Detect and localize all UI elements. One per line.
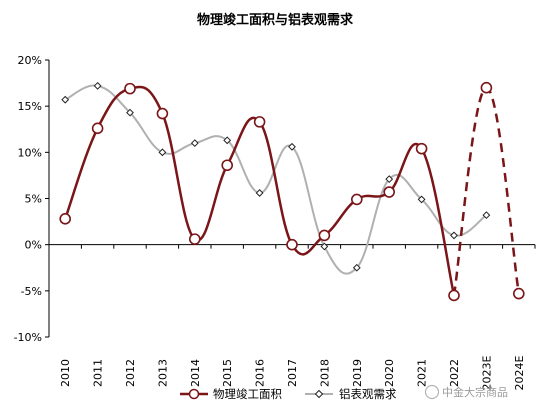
data-point-building-area (448, 289, 460, 302)
data-point-building-area (253, 116, 266, 128)
data-point-building-area (156, 107, 169, 120)
axes: 20% 15% 10% 5% 0% -5% -10% 2010 2011 2012 2013 2014… (14, 54, 536, 390)
data-point-aluminum-demand (450, 231, 458, 240)
x-tick-label: 2018 (318, 359, 331, 387)
series-line-building-area-forecast (452, 86, 521, 296)
x-tick-label: 2016 (254, 359, 267, 387)
y-tick-label: -5% (21, 285, 42, 298)
series-markers (59, 81, 525, 302)
data-point-building-area (480, 81, 493, 94)
data-point-aluminum-demand (223, 136, 232, 145)
x-tick-label: 2021 (416, 359, 429, 387)
y-tick-label: 10% (18, 146, 42, 159)
watermark-text: 中金大宗商品 (442, 385, 508, 399)
legend-label-building-area: 物理竣工面积 (213, 387, 282, 401)
x-tick-label: 2020 (383, 359, 396, 387)
data-point-aluminum-demand (61, 95, 70, 104)
data-point-building-area (415, 142, 428, 155)
x-tick-label: 2019 (351, 359, 364, 387)
data-point-aluminum-demand (255, 189, 264, 197)
y-tick-label: 5% (25, 193, 42, 206)
y-tick-label: -10% (14, 331, 42, 344)
data-point-aluminum-demand (93, 81, 102, 90)
watermark: 中金大宗商品 (424, 384, 508, 400)
legend-marker-aluminum-demand (314, 389, 324, 399)
data-point-building-area (512, 287, 525, 300)
data-point-aluminum-demand (126, 108, 134, 117)
y-tick-label: 0% (25, 239, 42, 252)
x-tick-label: 2023E (480, 355, 493, 390)
data-point-building-area (189, 233, 201, 245)
legend-marker-building-area (188, 388, 200, 400)
x-tick-label: 2022 (448, 359, 461, 387)
data-point-building-area (318, 229, 331, 242)
data-point-building-area (124, 82, 136, 95)
data-point-aluminum-demand (288, 142, 296, 151)
data-point-building-area (221, 159, 233, 172)
wechat-icon (424, 384, 440, 400)
legend-label-aluminum-demand: 铝表观需求 (339, 387, 397, 401)
y-tick-label: 20% (18, 54, 42, 67)
x-tick-label: 2011 (92, 359, 105, 387)
data-point-aluminum-demand (158, 148, 167, 157)
data-point-aluminum-demand (352, 263, 361, 272)
legend: 物理竣工面积 铝表观需求 (180, 387, 397, 401)
data-point-building-area (59, 213, 71, 225)
data-point-building-area (91, 122, 104, 135)
data-point-aluminum-demand (320, 242, 329, 251)
x-tick-label: 2013 (156, 359, 169, 387)
data-point-building-area (350, 193, 363, 206)
x-tick-label: 2015 (221, 359, 234, 387)
data-point-building-area (286, 238, 298, 251)
chart-title: 物理竣工面积与铝表观需求 (197, 12, 354, 28)
data-point-aluminum-demand (482, 211, 491, 220)
data-point-building-area (383, 186, 396, 198)
x-tick-label: 2024E (513, 355, 526, 390)
y-tick-label: 15% (18, 100, 42, 113)
x-tick-label: 2010 (59, 359, 72, 387)
x-tick-label: 2012 (124, 359, 137, 387)
series-lines (64, 84, 521, 296)
data-point-aluminum-demand (385, 175, 394, 184)
x-tick-label: 2014 (189, 359, 202, 387)
x-tick-label: 2017 (286, 359, 299, 387)
data-point-aluminum-demand (417, 195, 426, 204)
data-point-aluminum-demand (190, 139, 199, 148)
series-line-aluminum-demand (64, 84, 488, 275)
